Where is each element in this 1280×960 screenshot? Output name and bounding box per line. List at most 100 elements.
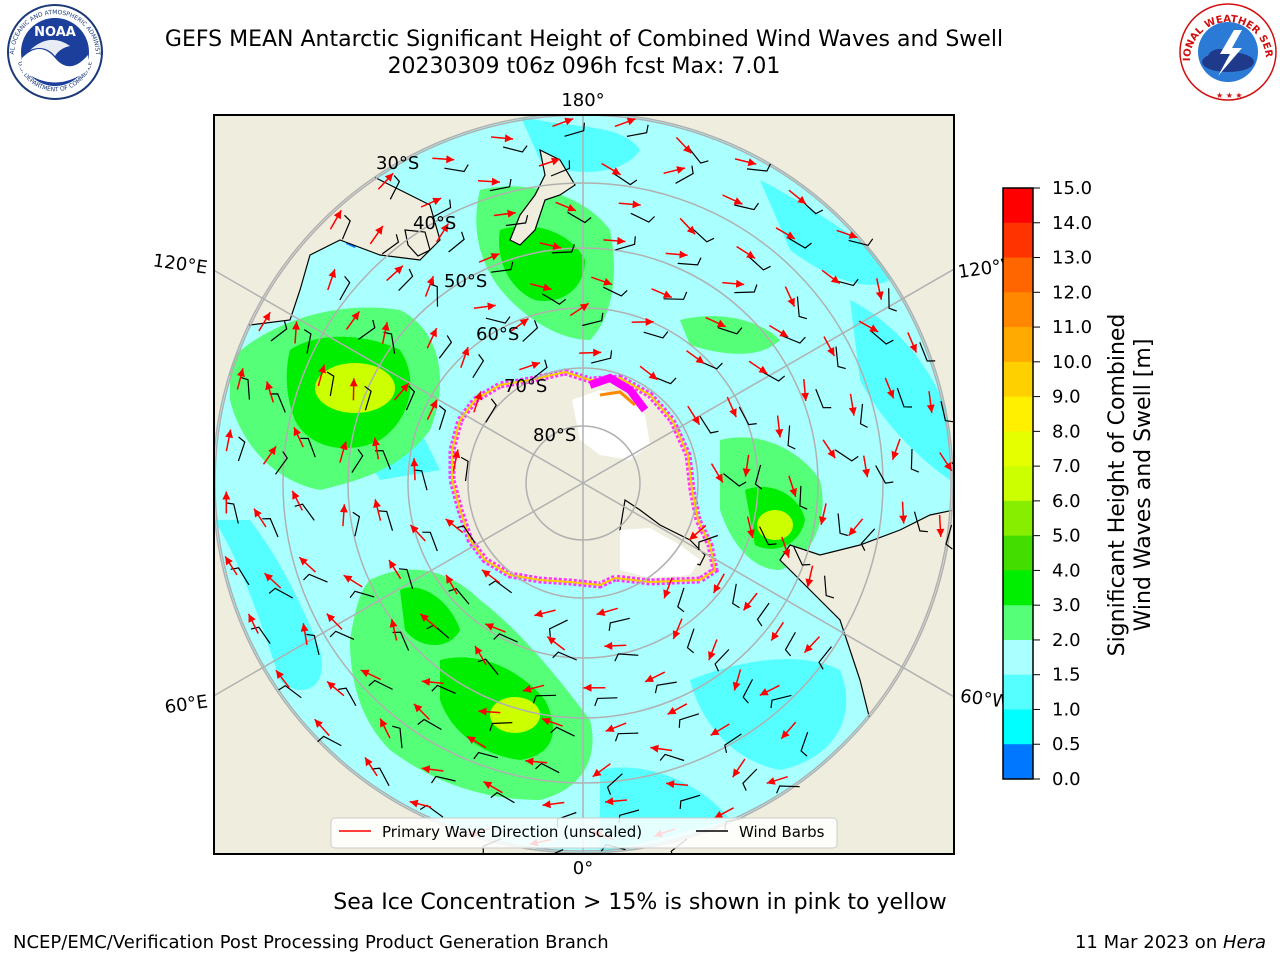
wind-barb — [848, 238, 874, 246]
wave-arrow-head — [292, 321, 300, 330]
wave-arrow-head — [862, 468, 870, 478]
wave-arrow-head — [695, 355, 705, 364]
lat-label-40s: 40°S — [413, 213, 456, 234]
wave-arrow-head — [542, 800, 551, 809]
wave-arrow-head — [299, 557, 308, 566]
wind-barb — [352, 511, 361, 537]
wave-arrow-head — [365, 757, 373, 767]
wave-arrow-head — [650, 744, 659, 753]
wave-arrow-head — [715, 473, 723, 483]
wave-arrow-head — [676, 166, 685, 174]
wind-barb — [485, 398, 497, 423]
wave-arrow-head — [432, 197, 442, 206]
wind-barb — [300, 437, 316, 458]
wind-barb — [746, 163, 772, 172]
lon-label-60e: 60°E — [163, 691, 209, 718]
wave-arrow-head — [827, 449, 836, 459]
wave-arrow-head — [339, 504, 348, 513]
noaa-text: NOAA — [34, 25, 76, 40]
wave-arrow-head — [787, 297, 795, 307]
wind-barb — [799, 485, 808, 510]
wave-arrow-head — [672, 630, 681, 639]
wave-arrow-head — [632, 200, 641, 209]
wave-arrow-head — [686, 225, 696, 235]
wave-arrow-head — [747, 158, 757, 167]
wind-barb — [754, 464, 763, 490]
wave-arrow-head — [746, 250, 756, 259]
lon-label-120w: 120°W — [957, 254, 1021, 283]
wind-barb — [679, 794, 701, 810]
wind-barb — [250, 626, 271, 644]
wave-arrow-head — [265, 381, 273, 391]
footer-right: 11 Mar 2023 on Hera — [1075, 932, 1266, 953]
wave-arrow-head — [519, 318, 529, 327]
wave-arrow-head — [225, 429, 233, 439]
wave-arrow-head — [333, 210, 342, 220]
wind-barb — [548, 619, 568, 637]
wind-barb — [606, 773, 623, 795]
wind-barb — [294, 503, 315, 521]
wave-arrow-head — [779, 329, 789, 337]
lon-label-60w: 60°W — [959, 686, 1011, 714]
wave-arrow-head — [478, 707, 487, 716]
wave-arrow-head — [475, 645, 483, 655]
wave-arrow-head — [626, 117, 636, 126]
wind-barb — [317, 735, 342, 747]
wave-arrow-head — [830, 275, 840, 284]
wind-barb — [378, 510, 394, 531]
wind-barb — [551, 849, 564, 854]
wave-arrow-head — [534, 609, 543, 618]
wave-arrow-head — [759, 688, 769, 696]
wave-arrow-head — [662, 290, 672, 298]
wave-arrow-head — [429, 399, 437, 409]
wind-barb — [564, 122, 585, 137]
wind-barb — [860, 528, 876, 551]
wave-arrow-head — [926, 404, 935, 413]
wind-barb — [485, 316, 511, 324]
wave-arrow-head — [394, 265, 403, 275]
wind-barb — [675, 165, 694, 184]
wind-barb — [714, 649, 730, 672]
wave-arrow-head — [426, 276, 435, 285]
wind-barb — [787, 237, 812, 249]
wind-barb — [870, 330, 894, 345]
wave-arrow-head — [461, 347, 470, 356]
wind-barb — [940, 400, 954, 423]
wind-barb — [530, 359, 548, 381]
wind-barb — [240, 376, 250, 400]
wave-arrow-head — [410, 458, 419, 467]
nws-logo-icon: NATIONAL WEATHER SERVICE ★ ★ ★ — [1176, 0, 1277, 101]
wave-contour-6 — [315, 363, 793, 733]
wave-arrow-head — [349, 378, 358, 387]
wave-arrow-head — [389, 619, 398, 628]
wave-arrow-head — [732, 768, 741, 778]
wind-barb — [477, 658, 499, 676]
wave-arrow-head — [875, 291, 884, 300]
wave-arrow-head — [733, 197, 743, 205]
wind-barb — [686, 628, 695, 654]
wind-barb — [677, 257, 702, 266]
wind-barb — [582, 312, 604, 327]
wind-barb — [270, 321, 288, 342]
wind-barb — [630, 212, 656, 223]
wind-barb — [875, 465, 894, 484]
wave-arrow-head — [603, 278, 613, 286]
wind-barb — [643, 331, 669, 339]
wind-barb — [491, 261, 514, 273]
wind-barb — [541, 293, 567, 305]
wave-arrow-head — [522, 685, 532, 693]
wind-barb — [417, 718, 442, 731]
wind-barb — [460, 456, 469, 482]
wave-arrow-head — [420, 613, 429, 623]
wind-barb — [339, 276, 351, 301]
wave-arrow-head — [886, 389, 895, 399]
wave-arrow-head — [819, 516, 827, 525]
wave-arrow-head — [254, 508, 262, 518]
wave-arrow-head — [237, 368, 245, 378]
wind-barb — [910, 448, 920, 473]
wind-barb — [490, 791, 515, 804]
wave-arrow-head — [710, 727, 720, 736]
wind-barb — [835, 346, 846, 370]
wave-arrow-head — [714, 810, 724, 819]
